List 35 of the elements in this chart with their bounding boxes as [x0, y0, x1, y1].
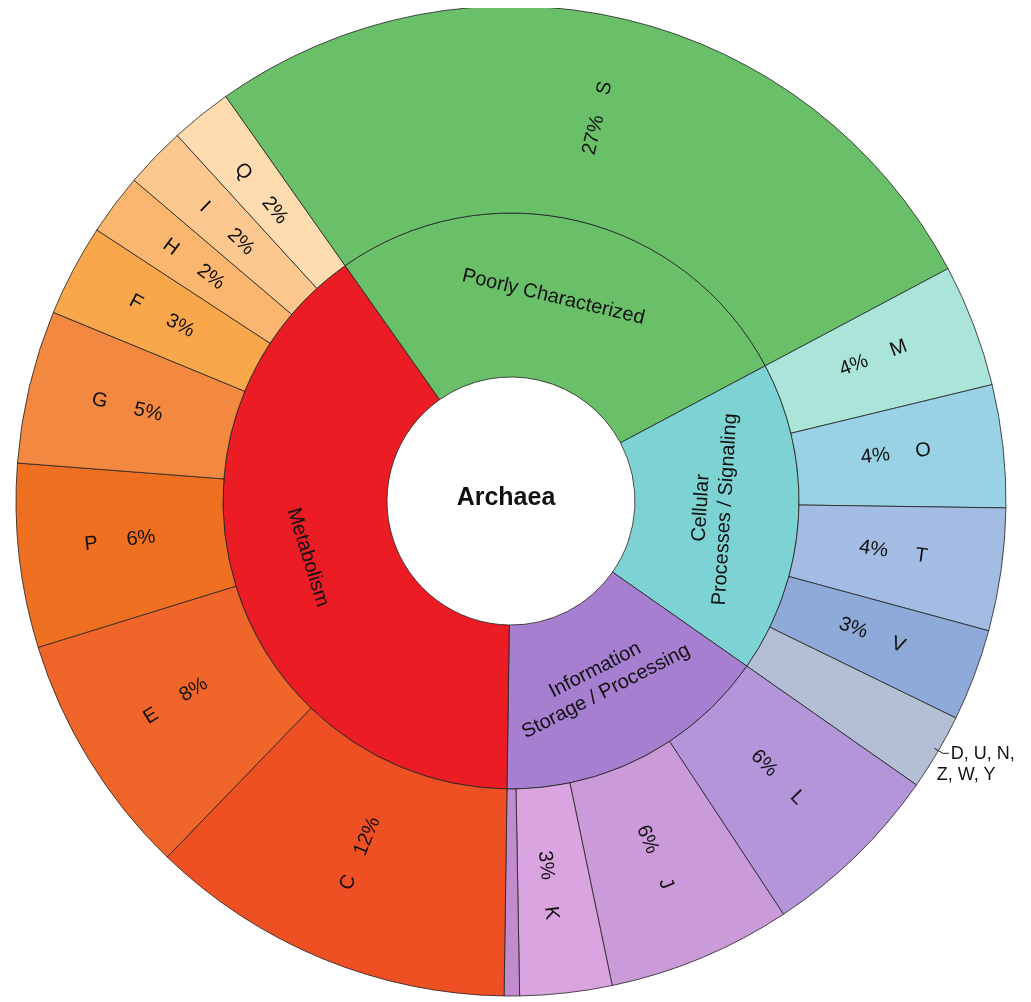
data-label: 3%	[534, 849, 560, 881]
data-label: 6%	[633, 821, 665, 857]
slice-label: K	[541, 905, 565, 922]
data-label: 8%	[174, 671, 212, 706]
data-label: 2%	[193, 258, 231, 294]
slice-label: F	[126, 288, 148, 314]
slice-label: I	[196, 196, 216, 216]
slice-label: Cellular Processes / Signaling	[686, 412, 741, 606]
data-label: 5%	[131, 396, 166, 425]
slice-label: T	[913, 542, 929, 567]
data-label: 12%	[348, 812, 384, 859]
data-label: 2%	[258, 191, 294, 228]
text: Archaea	[456, 482, 557, 510]
slice-label: O	[913, 437, 932, 462]
data-label: 2%	[223, 222, 260, 259]
slice-label: C	[333, 871, 360, 893]
data-label: 4%	[835, 348, 871, 380]
slice-label: V	[888, 630, 910, 657]
slice-label: P	[83, 530, 99, 555]
slice-label: S	[590, 78, 616, 97]
data-label: 6%	[125, 524, 157, 550]
data-label: 4%	[858, 534, 890, 561]
data-label: 3%	[163, 308, 200, 342]
slice-label: J	[655, 874, 680, 893]
data-label: 4%	[859, 442, 891, 468]
slice-label: M	[886, 333, 910, 361]
data-label: 27%	[576, 112, 608, 157]
slice-label: L	[786, 785, 811, 809]
slice-label: E	[138, 701, 162, 728]
slice-label: D, U, N, Z, W, Y	[936, 743, 1015, 785]
data-label: 6%	[747, 744, 784, 781]
slice-label: H	[159, 232, 185, 260]
data-label: 3%	[836, 611, 872, 643]
slice-label: G	[89, 386, 110, 412]
slice-label: Q	[230, 157, 258, 184]
